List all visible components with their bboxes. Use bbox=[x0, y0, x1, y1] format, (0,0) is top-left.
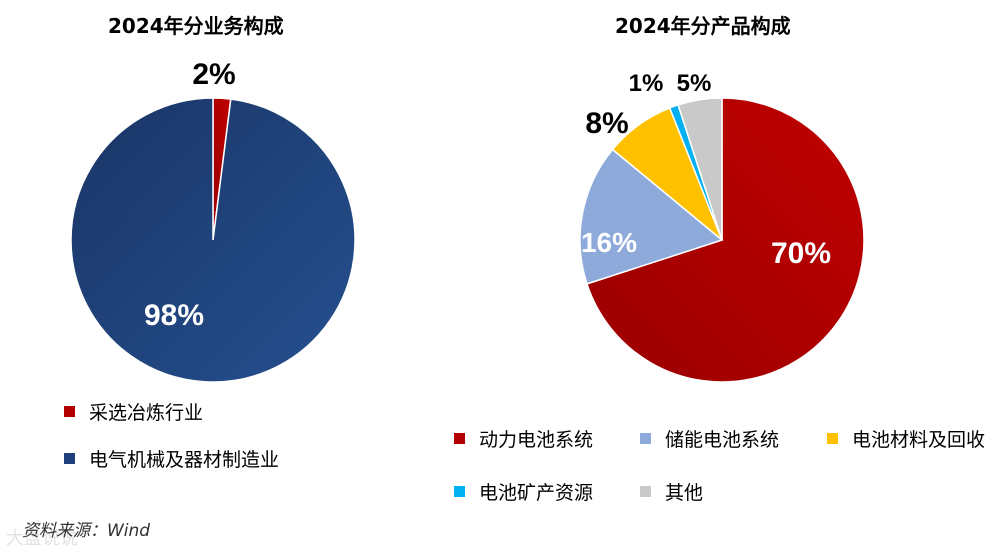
data-label-product-4: 5% bbox=[677, 70, 712, 97]
watermark: 大盘说说 bbox=[6, 528, 78, 549]
legend-label: 其他 bbox=[665, 482, 704, 504]
legend-label: 储能电池系统 bbox=[665, 429, 780, 451]
legend-swatch bbox=[640, 486, 651, 497]
data-label-product-3: 1% bbox=[629, 70, 664, 97]
pie-slice-business-1 bbox=[70, 97, 356, 383]
data-label-business-0: 2% bbox=[192, 58, 235, 91]
data-label-product-2: 8% bbox=[585, 107, 628, 140]
legend-label: 电气机械及器材制造业 bbox=[89, 449, 280, 471]
legend-swatch bbox=[64, 406, 75, 417]
source-note: 资料来源：Wind bbox=[22, 521, 151, 541]
legend-label: 动力电池系统 bbox=[479, 429, 594, 451]
legend-label: 采选冶炼行业 bbox=[89, 402, 204, 424]
legend-item: 电气机械及器材制造业 bbox=[64, 445, 279, 472]
legend-item: 储能电池系统 bbox=[640, 425, 779, 452]
pie-slice-product-4 bbox=[677, 97, 723, 241]
legend-item: 采选冶炼行业 bbox=[64, 398, 203, 425]
pie-slice-product-0 bbox=[586, 97, 865, 383]
data-label-business-1: 98% bbox=[144, 299, 204, 332]
legend-label: 电池矿产资源 bbox=[479, 482, 594, 504]
legend-swatch bbox=[454, 486, 465, 497]
legend-item: 电池材料及回收 bbox=[827, 425, 985, 452]
data-label-product-0: 70% bbox=[771, 237, 831, 270]
pie-slice-product-1 bbox=[579, 148, 724, 285]
data-label-product-1: 16% bbox=[581, 227, 637, 258]
legend-item: 动力电池系统 bbox=[454, 425, 593, 452]
legend-swatch bbox=[64, 453, 75, 464]
chart-title-business: 2024年分业务构成 bbox=[108, 14, 284, 38]
chart-title-product: 2024年分产品构成 bbox=[615, 14, 791, 38]
legend-swatch bbox=[827, 433, 838, 444]
legend-label: 电池材料及回收 bbox=[852, 429, 986, 451]
legend-item: 电池矿产资源 bbox=[454, 478, 593, 505]
legend-item: 其他 bbox=[640, 478, 703, 505]
legend-swatch bbox=[640, 433, 651, 444]
legend-swatch bbox=[454, 433, 465, 444]
